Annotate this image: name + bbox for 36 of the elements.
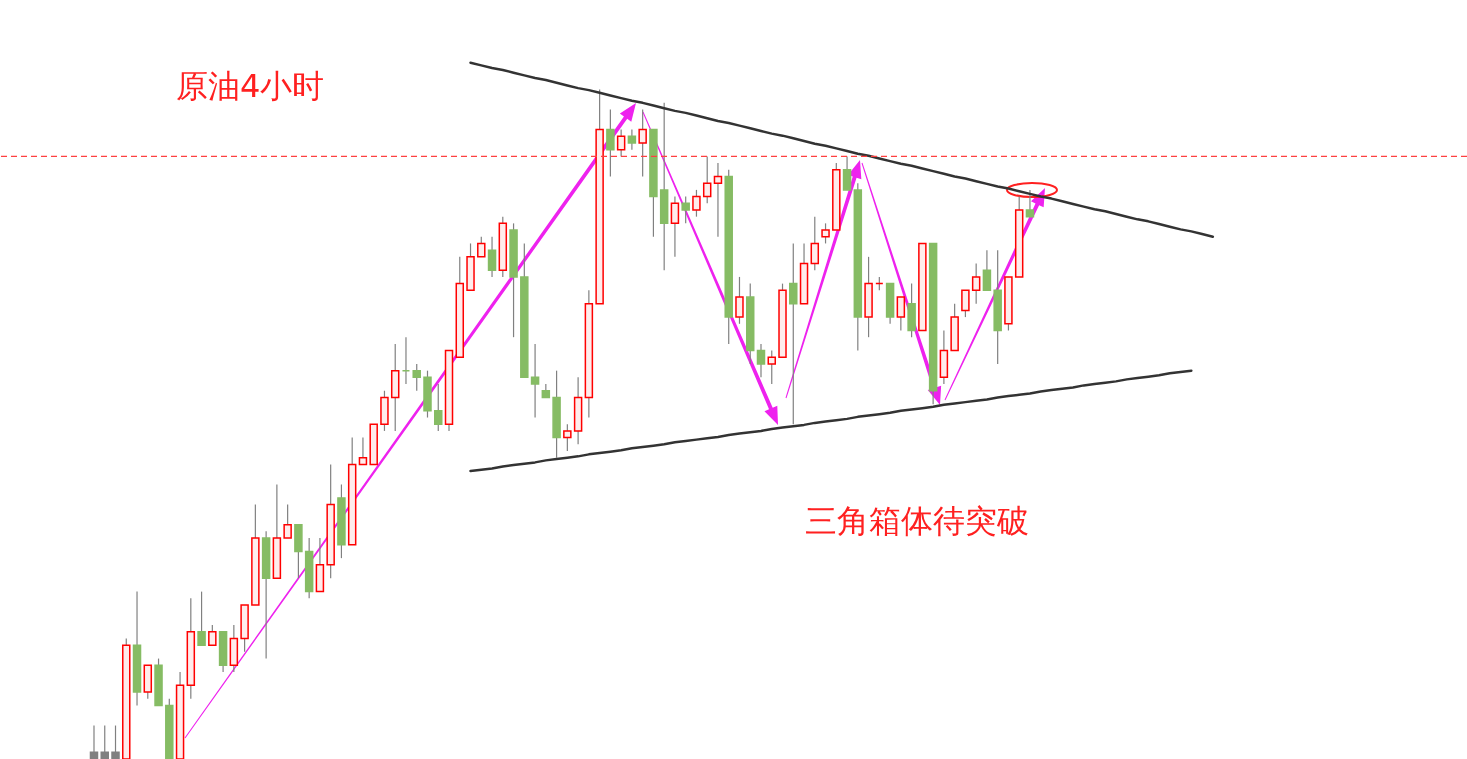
candlestick — [961, 289, 970, 318]
candlestick — [1025, 189, 1035, 218]
candlestick — [638, 108, 647, 178]
candlestick — [982, 249, 992, 292]
candlestick — [810, 216, 820, 271]
candlestick — [358, 437, 368, 466]
annotation: 三角箱体待突破 — [805, 502, 1030, 541]
candlestick — [789, 242, 798, 425]
candlestick — [606, 108, 615, 178]
candlestick — [713, 162, 723, 238]
candlestick — [756, 343, 766, 378]
candlestick — [616, 129, 626, 158]
candlestick — [487, 236, 497, 278]
candlestick — [477, 236, 486, 258]
candlestick — [896, 296, 906, 332]
candlestick — [702, 155, 712, 204]
candlestick — [971, 262, 981, 305]
candlestick — [283, 503, 292, 539]
candlestick — [434, 383, 443, 432]
candlestick — [208, 624, 217, 646]
candlestick — [692, 189, 701, 218]
candlestick — [842, 155, 852, 191]
candlestick — [563, 423, 572, 452]
candlestick — [821, 222, 830, 245]
chart-title: 原油4小时 — [176, 67, 325, 106]
candlestick — [197, 591, 206, 646]
candlestick — [681, 195, 690, 224]
candlestick — [627, 129, 637, 151]
candlestick — [412, 363, 421, 392]
candlestick — [100, 724, 109, 759]
candlestick — [111, 724, 120, 759]
candlestick — [670, 195, 680, 258]
candlestick — [530, 343, 540, 419]
candlestick — [89, 724, 99, 759]
candlestick — [767, 349, 777, 385]
candlestick — [735, 276, 744, 325]
